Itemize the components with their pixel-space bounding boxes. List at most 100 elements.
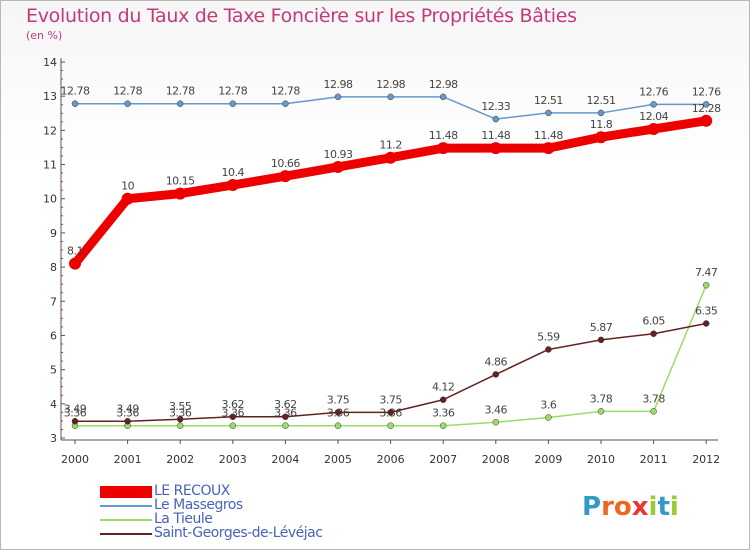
legend-label: Saint-Georges-de-Lévéjac — [154, 525, 323, 541]
data-label: 10.15 — [166, 175, 195, 188]
y-tick-label: 12 — [43, 124, 57, 137]
data-label: 11.8 — [590, 118, 613, 131]
data-label: 6.35 — [695, 304, 718, 317]
data-point — [702, 320, 710, 327]
data-point — [545, 414, 552, 421]
legend-swatch — [100, 519, 152, 521]
data-label: 12.04 — [639, 110, 668, 123]
data-label: 10.93 — [324, 148, 353, 161]
data-label: 3.62 — [222, 398, 245, 411]
data-point — [597, 109, 605, 117]
x-tick-label: 2010 — [587, 453, 615, 466]
logo-letter: r — [601, 492, 614, 522]
data-point — [176, 100, 184, 107]
logo-letter: o — [613, 492, 632, 522]
x-tick-label: 2012 — [692, 453, 720, 466]
x-tick-label: 2003 — [219, 453, 247, 466]
data-point — [176, 422, 184, 429]
x-tick-label: 2001 — [114, 453, 142, 466]
data-label: 3.78 — [642, 392, 665, 405]
data-label: 4.12 — [432, 381, 455, 394]
data-label: 12.28 — [692, 102, 721, 115]
data-point — [650, 101, 657, 108]
data-label: 5.59 — [537, 330, 560, 343]
data-label: 3.46 — [485, 403, 508, 416]
data-label: 12.78 — [113, 85, 142, 98]
legend-swatch — [100, 505, 152, 507]
y-tick-label: 6 — [50, 329, 57, 342]
data-label: 11.48 — [481, 129, 510, 142]
data-label: 3.55 — [169, 400, 192, 413]
x-tick-label: 2005 — [324, 453, 352, 466]
data-label: 12.76 — [692, 85, 721, 98]
data-point — [332, 160, 344, 173]
data-label: 7.47 — [695, 266, 718, 279]
data-point — [387, 422, 394, 429]
x-tick-label: 2007 — [429, 453, 457, 466]
data-label: 3.75 — [327, 393, 350, 406]
data-point — [700, 114, 713, 127]
data-point — [121, 192, 134, 205]
data-label: 12.76 — [639, 85, 668, 98]
data-label: 10 — [121, 180, 134, 193]
data-label: 3.36 — [169, 407, 192, 420]
data-label: 12.78 — [271, 85, 300, 98]
data-label: 12.33 — [481, 100, 510, 113]
proxiti-logo: Proxiti — [582, 492, 679, 522]
data-point — [282, 422, 289, 429]
data-point — [229, 100, 237, 107]
data-point — [595, 131, 607, 144]
x-tick-label: 2002 — [166, 453, 194, 466]
legend-swatch — [100, 533, 152, 535]
data-label: 5.87 — [590, 321, 613, 334]
data-label: 10.4 — [222, 166, 245, 179]
data-label: 3.62 — [274, 398, 297, 411]
data-point — [439, 396, 447, 403]
data-point — [545, 346, 552, 353]
data-point — [334, 422, 342, 429]
data-point — [650, 408, 657, 415]
data-label: 10.66 — [271, 157, 300, 170]
x-tick-label: 2011 — [640, 453, 668, 466]
data-point — [597, 408, 605, 415]
data-point — [334, 93, 342, 101]
data-point — [387, 409, 394, 416]
data-point — [545, 109, 552, 117]
y-tick-label: 4 — [50, 398, 57, 411]
logo-letter: i — [648, 492, 658, 522]
data-point — [542, 142, 555, 155]
logo-letter: P — [582, 492, 602, 522]
data-point — [69, 257, 81, 270]
y-tick-label: 8 — [50, 261, 57, 274]
data-label: 4.86 — [485, 355, 508, 368]
data-point — [229, 413, 237, 421]
data-label: 3.78 — [590, 392, 613, 405]
y-tick-label: 10 — [43, 193, 57, 206]
legend-swatch — [100, 486, 152, 498]
chart-title: Evolution du Taux de Taxe Foncière sur l… — [26, 5, 577, 27]
x-tick-label: 2008 — [482, 453, 510, 466]
data-point — [387, 93, 394, 101]
data-label: 8.1 — [67, 245, 83, 258]
data-point — [437, 142, 450, 155]
legend-label: La Tieule — [154, 511, 213, 527]
legend-label: Le Massegros — [154, 497, 243, 513]
data-point — [174, 187, 187, 200]
data-label: 6.05 — [642, 315, 665, 328]
data-point — [439, 93, 447, 101]
y-tick-label: 5 — [50, 364, 57, 377]
data-label: 12.51 — [587, 94, 616, 107]
data-label: 11.48 — [429, 129, 458, 142]
data-point — [176, 415, 184, 423]
data-label: 3.36 — [116, 407, 139, 420]
data-point — [71, 100, 79, 107]
y-tick-label: 7 — [50, 295, 57, 308]
data-point — [492, 419, 500, 426]
data-point — [702, 101, 710, 108]
data-point — [334, 409, 342, 416]
y-tick-label: 14 — [43, 56, 57, 69]
data-label: 12.78 — [61, 85, 90, 98]
logo-letter: t — [657, 492, 670, 522]
data-point — [124, 100, 131, 107]
